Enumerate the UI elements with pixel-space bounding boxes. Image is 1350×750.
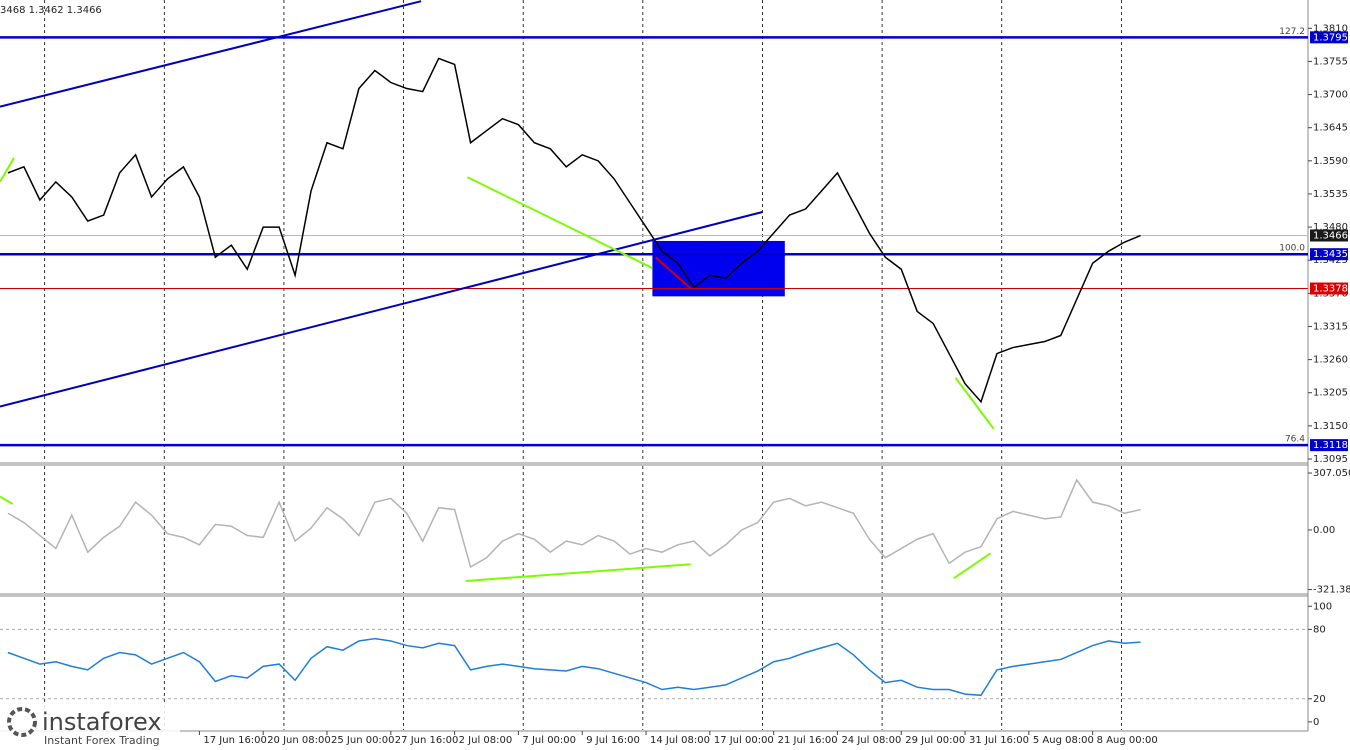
watermark-brand: instaforex <box>42 708 162 736</box>
x-tick-label: 17 Jul 00:00 <box>714 735 774 746</box>
level-label: 100.0 <box>1279 244 1305 254</box>
zone-rectangle <box>652 240 785 297</box>
x-tick-label: 29 Jul 00:00 <box>905 735 965 746</box>
price-box <box>1310 248 1348 261</box>
x-tick-label: 9 Jul 16:00 <box>586 735 640 746</box>
y-tick-label: 1.3535 <box>1313 189 1348 200</box>
price-box-label: 1.3795 <box>1313 32 1348 43</box>
header: 3468 1.3462 1.3466 <box>0 5 102 16</box>
trend-line <box>0 157 15 183</box>
price-box <box>1310 282 1348 295</box>
trend-line <box>0 211 763 408</box>
series-line <box>7 637 1141 697</box>
y-tick-label: 80 <box>1313 624 1326 635</box>
trend-line <box>466 176 653 269</box>
trend-line <box>953 552 992 579</box>
x-tick-label: 14 Jul 08:00 <box>650 735 710 746</box>
y-tick-label: 0 <box>1313 717 1319 728</box>
price-box <box>1310 439 1348 452</box>
y-tick-label: 307.0503 <box>1313 468 1350 479</box>
x-tick-label: 31 Jul 16:00 <box>969 735 1029 746</box>
trend-line <box>0 0 422 108</box>
x-tick-label: 5 Aug 08:00 <box>1033 735 1094 746</box>
trend-line <box>465 563 691 582</box>
level-label: 127.2 <box>1279 27 1305 37</box>
y-tick-label: 1.3645 <box>1313 123 1348 134</box>
x-tick-label: 7 Jul 00:00 <box>522 735 576 746</box>
level-label: 76.4 <box>1285 435 1305 445</box>
x-tick-label: 17 Jun 16:00 <box>203 735 267 746</box>
x-tick-label: 2 Jul 08:00 <box>459 735 513 746</box>
series-line <box>7 478 1141 569</box>
y-tick-label: 1.3150 <box>1313 421 1348 432</box>
y-tick-label: 1.3755 <box>1313 56 1348 67</box>
price-box <box>1310 31 1348 44</box>
y-tick-label: 0.00 <box>1313 525 1335 536</box>
y-tick-label: 20 <box>1313 694 1326 705</box>
y-tick-label: 1.3260 <box>1313 355 1348 366</box>
y-tick-label: 1.3425 <box>1313 255 1348 266</box>
y-tick-label: 1.3810 <box>1313 23 1348 34</box>
y-tick-label: 1.3095 <box>1313 454 1348 465</box>
x-tick-label: 24 Jul 08:00 <box>841 735 901 746</box>
price-box-label: 1.3435 <box>1313 249 1348 260</box>
y-tick-label: 1.3205 <box>1313 388 1348 399</box>
price-box-label: 1.3466 <box>1313 231 1348 242</box>
watermark-tagline: Instant Forex Trading <box>44 734 160 747</box>
x-tick-label: 27 Jun 16:00 <box>395 735 459 746</box>
y-tick-label: 1.3590 <box>1313 156 1348 167</box>
watermark-bg <box>0 704 180 750</box>
series-line <box>7 57 1141 404</box>
y-tick-label: 1.3700 <box>1313 90 1348 101</box>
price-box-label: 1.3118 <box>1313 440 1348 451</box>
y-tick-label: 1.3480 <box>1313 222 1348 233</box>
x-tick-label: 25 Jun 00:00 <box>331 735 395 746</box>
price-box <box>1310 229 1348 242</box>
x-tick-label: 20 Jun 08:00 <box>267 735 331 746</box>
y-tick-label: -321.3899 <box>1313 585 1350 596</box>
y-tick-label: 1.3315 <box>1313 321 1348 332</box>
price-box-label: 1.3378 <box>1313 284 1348 295</box>
watermark-logo <box>7 707 37 737</box>
trend-line <box>954 377 995 430</box>
x-tick-label: 8 Aug 00:00 <box>1097 735 1158 746</box>
trend-line <box>0 495 14 505</box>
y-tick-label: 100 <box>1313 601 1332 612</box>
x-tick-label: 21 Jul 16:00 <box>778 735 838 746</box>
trend-line <box>654 256 692 290</box>
